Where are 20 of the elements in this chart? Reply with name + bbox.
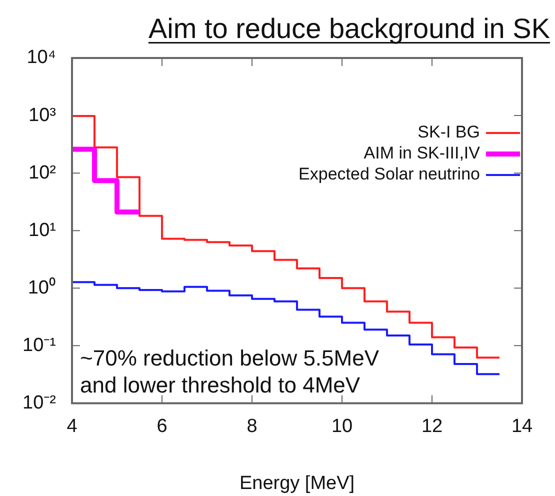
x-tick-label: 8	[246, 416, 258, 437]
x-tick-label: 14	[511, 416, 533, 437]
legend-label: AIM in SK-III,IV	[364, 144, 481, 163]
x-tick-label: 10	[331, 416, 353, 437]
y-tick-label: 10⁰	[28, 276, 56, 298]
x-tick-label: 4	[66, 416, 78, 437]
annotation: ~70% reduction below 5.5MeV	[80, 345, 380, 370]
y-tick-label: 10¹	[28, 220, 56, 241]
y-tick-label: 10³	[28, 104, 56, 126]
x-axis-title: Energy [MeV]	[239, 473, 355, 494]
legend-label: Expected Solar neutrino	[298, 164, 480, 184]
y-tick-label: 10²	[28, 162, 56, 184]
x-tick-label: 12	[421, 416, 443, 437]
annotation: and lower threshold to 4MeV	[80, 372, 360, 398]
x-tick-label: 6	[156, 416, 168, 437]
chart-title: Aim to reduce background in SK	[148, 13, 550, 44]
y-tick-label: 10⁴	[26, 47, 56, 68]
y-tick-label: 10⁻²	[22, 392, 56, 414]
legend-label: SK-I BG	[418, 122, 480, 142]
y-tick-label: 10⁻¹	[22, 334, 56, 356]
